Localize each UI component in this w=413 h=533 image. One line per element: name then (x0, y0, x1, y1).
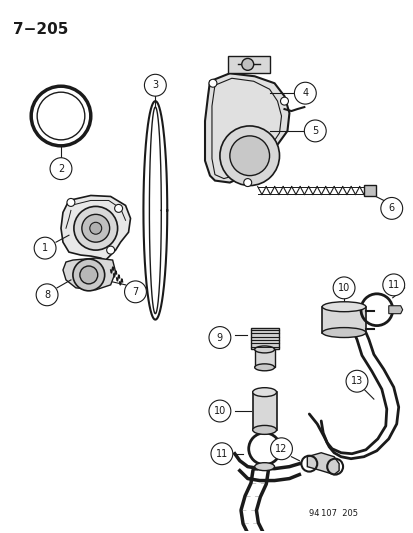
Circle shape (114, 205, 122, 212)
Bar (250, 328, 278, 350)
Circle shape (50, 158, 72, 180)
Text: 5: 5 (311, 126, 318, 136)
Text: 13: 13 (350, 376, 362, 386)
Circle shape (107, 246, 114, 254)
Text: 7−205: 7−205 (13, 22, 69, 37)
Circle shape (209, 400, 230, 422)
Circle shape (294, 82, 316, 104)
Circle shape (304, 120, 325, 142)
Ellipse shape (254, 364, 274, 371)
Bar (254, 350, 274, 367)
Circle shape (90, 222, 102, 234)
Text: 11: 11 (387, 280, 399, 290)
Circle shape (280, 97, 288, 105)
Ellipse shape (321, 302, 365, 312)
Text: 7: 7 (132, 287, 138, 297)
Bar (321, 306, 365, 333)
Text: 9: 9 (216, 333, 223, 343)
Circle shape (270, 438, 292, 459)
Circle shape (345, 370, 367, 392)
Text: 11: 11 (215, 449, 228, 459)
Circle shape (80, 266, 97, 284)
Text: 10: 10 (213, 406, 225, 416)
Circle shape (209, 79, 216, 87)
Bar (252, 392, 276, 430)
Circle shape (241, 59, 253, 70)
Polygon shape (252, 471, 266, 483)
Polygon shape (61, 196, 130, 260)
Polygon shape (306, 453, 338, 474)
Circle shape (124, 281, 146, 303)
Circle shape (380, 197, 402, 219)
Ellipse shape (252, 425, 276, 434)
Polygon shape (388, 306, 402, 314)
Polygon shape (227, 56, 269, 74)
Ellipse shape (252, 387, 276, 397)
Ellipse shape (254, 463, 274, 471)
Polygon shape (276, 445, 289, 453)
Circle shape (382, 274, 404, 296)
Circle shape (36, 284, 58, 306)
Polygon shape (244, 523, 261, 533)
Text: 8: 8 (44, 290, 50, 300)
Text: 2: 2 (58, 164, 64, 174)
Circle shape (67, 198, 75, 206)
Polygon shape (246, 483, 264, 496)
Circle shape (243, 179, 251, 187)
Circle shape (34, 237, 56, 259)
Text: 94 107  205: 94 107 205 (309, 510, 357, 518)
Polygon shape (63, 258, 115, 290)
Ellipse shape (321, 328, 365, 337)
Text: 10: 10 (337, 283, 349, 293)
Circle shape (211, 443, 232, 465)
Circle shape (73, 259, 104, 291)
Text: 1: 1 (42, 243, 48, 253)
Text: 4: 4 (301, 88, 308, 98)
Text: 12: 12 (275, 444, 287, 454)
Circle shape (332, 277, 354, 299)
Bar (363, 184, 375, 197)
Circle shape (74, 206, 117, 250)
Circle shape (209, 327, 230, 349)
Polygon shape (204, 74, 289, 183)
Circle shape (82, 214, 109, 242)
Text: 3: 3 (152, 80, 158, 90)
Circle shape (219, 126, 279, 185)
Polygon shape (242, 511, 256, 523)
Text: 6: 6 (388, 204, 394, 213)
Circle shape (229, 136, 269, 175)
Ellipse shape (254, 346, 274, 353)
Circle shape (144, 74, 166, 96)
Polygon shape (242, 496, 258, 511)
